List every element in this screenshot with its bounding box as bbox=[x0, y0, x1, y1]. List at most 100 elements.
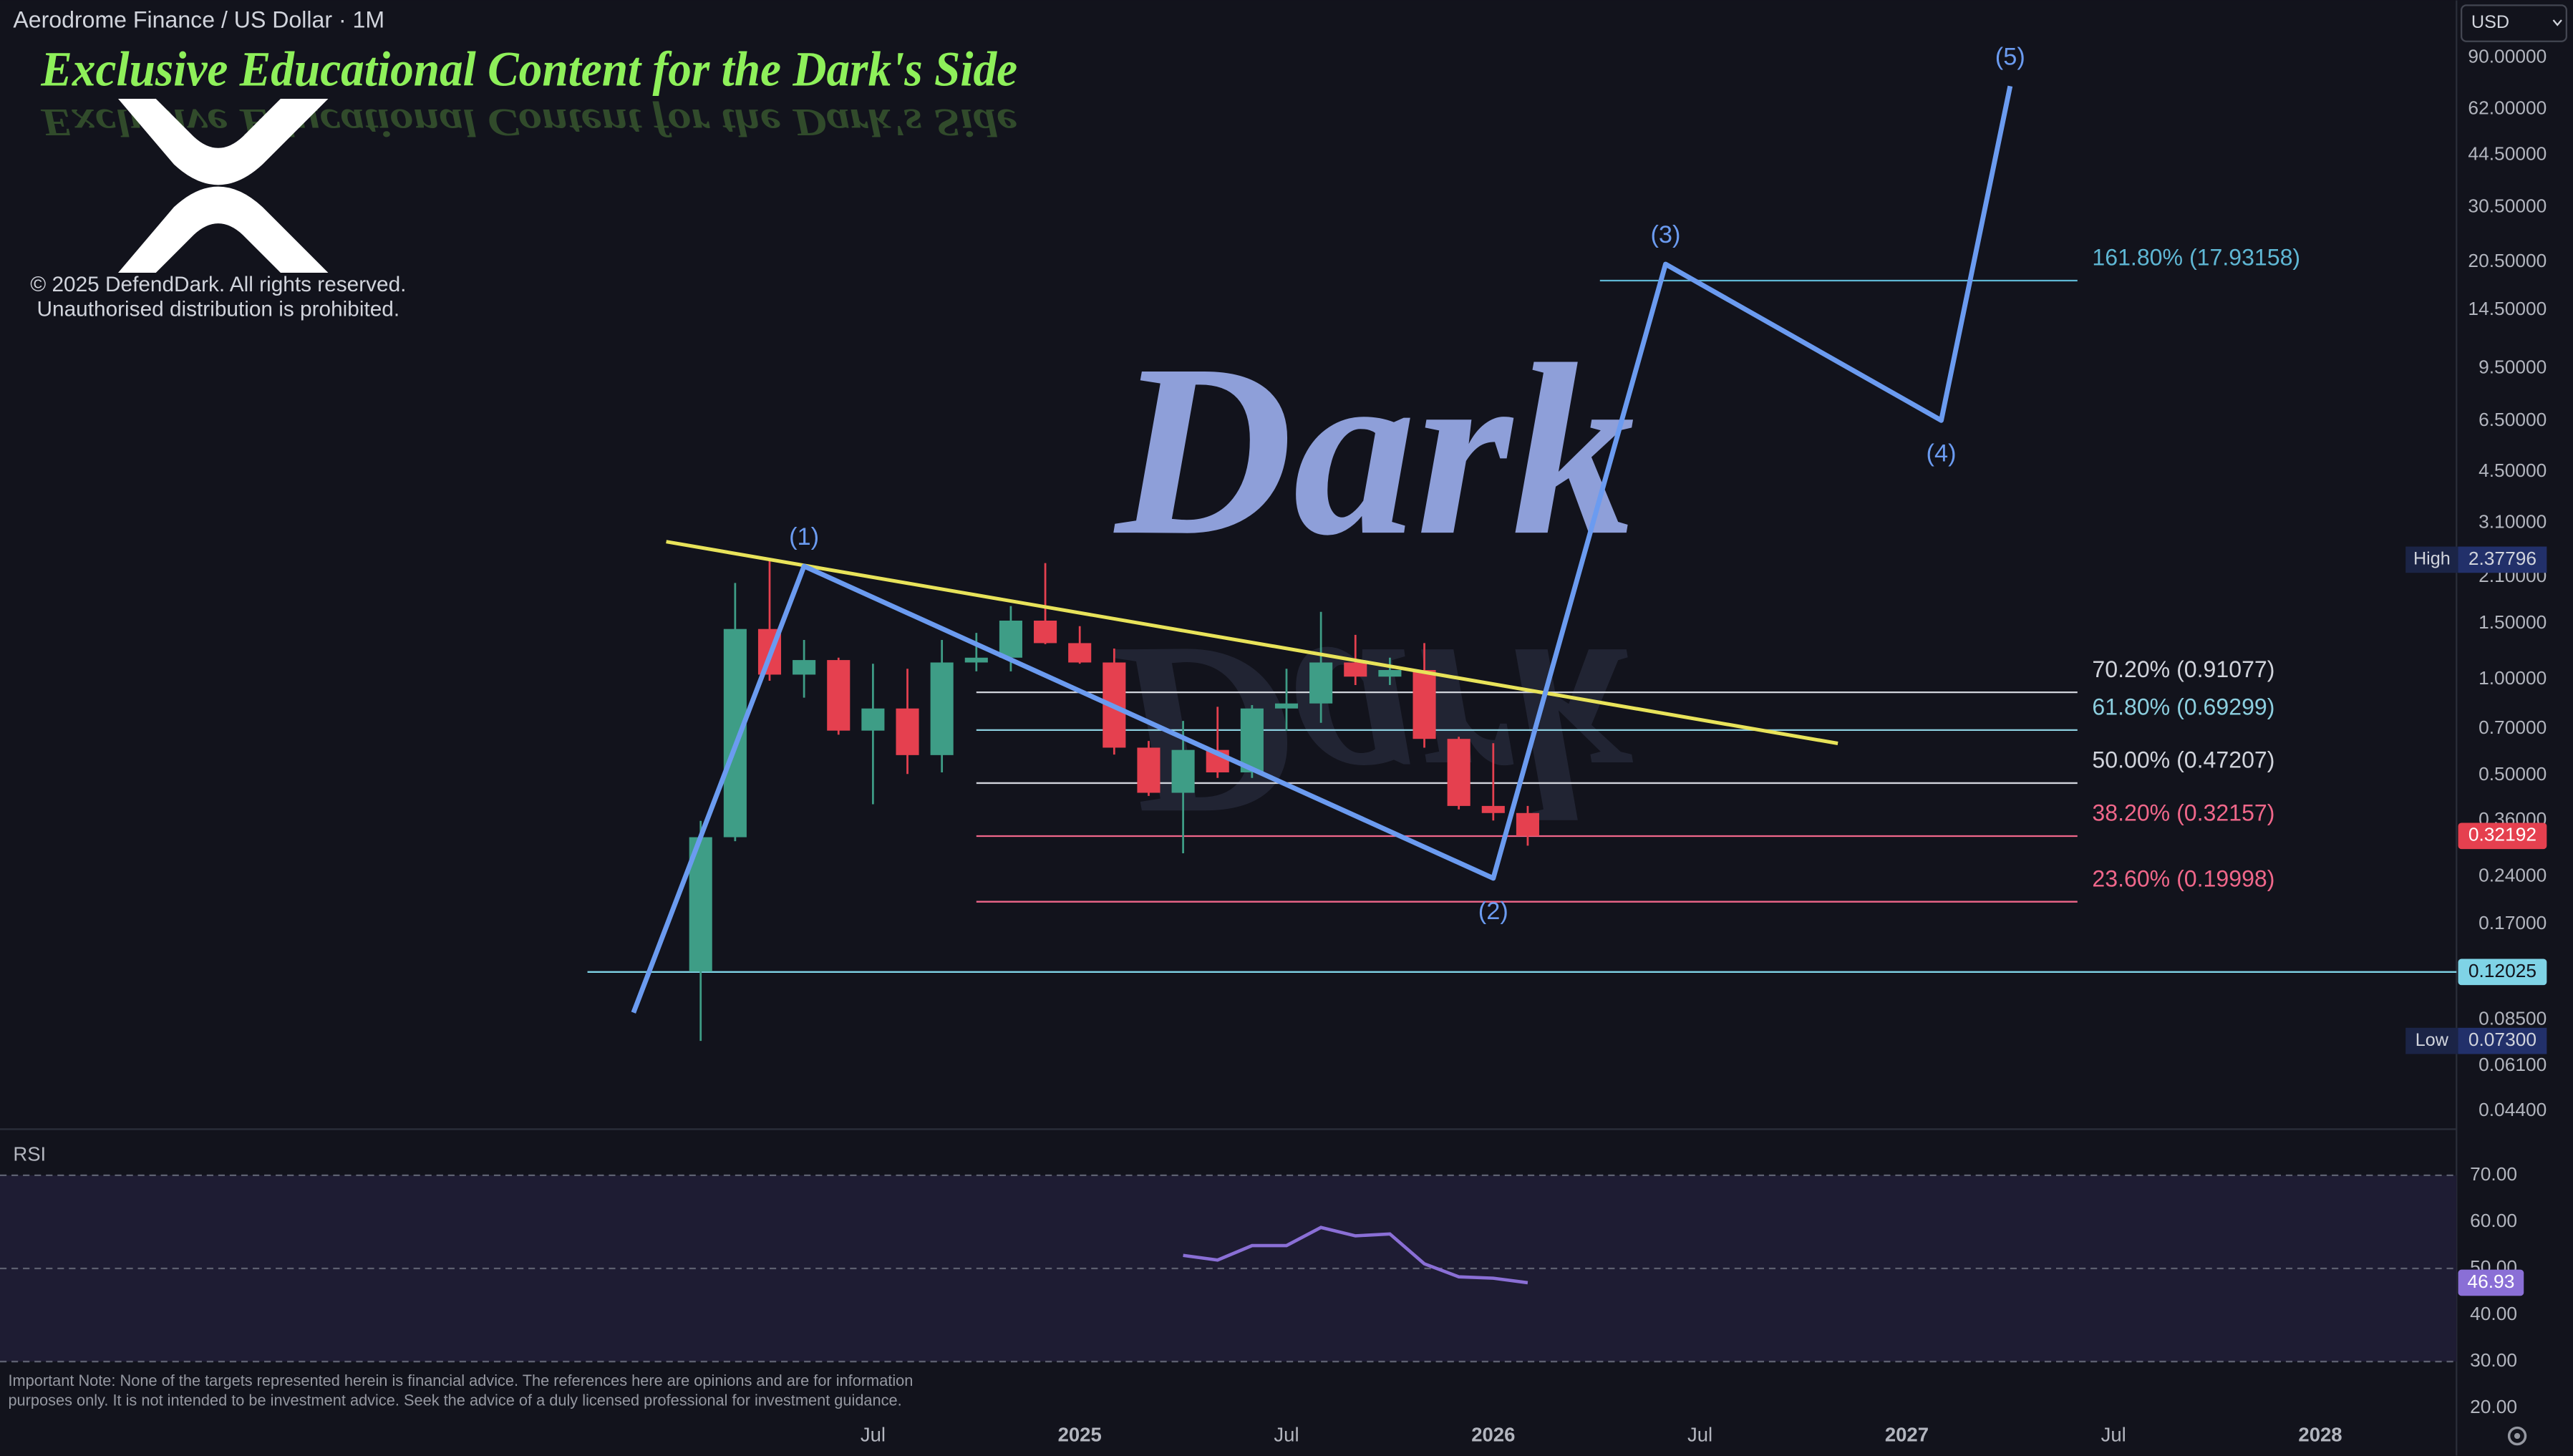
candle-body bbox=[1068, 643, 1092, 663]
y-tick-label: 3.10000 bbox=[2478, 511, 2547, 533]
currency-dropdown[interactable]: USD bbox=[2460, 4, 2567, 42]
candle-body bbox=[1240, 708, 1264, 773]
y-tick-label: 9.50000 bbox=[2478, 356, 2547, 378]
x-tick-label: 2028 bbox=[2298, 1423, 2342, 1445]
wave-label: (1) bbox=[789, 523, 819, 550]
y-tick-label: 0.08500 bbox=[2478, 1008, 2547, 1029]
candle-body bbox=[930, 662, 954, 755]
last-price-badge bbox=[2458, 822, 2547, 850]
rsi-tick-label: 60.00 bbox=[2470, 1210, 2517, 1231]
wave-label: (4) bbox=[1927, 440, 1957, 467]
wave-label: (3) bbox=[1650, 221, 1680, 248]
candle-body bbox=[1137, 747, 1160, 793]
y-tick-label: 0.06100 bbox=[2478, 1054, 2547, 1075]
fib-label: 161.80% (17.93158) bbox=[2092, 245, 2300, 271]
y-tick-label: 62.00000 bbox=[2468, 97, 2547, 119]
candle-body bbox=[1344, 662, 1367, 677]
y-tick-label: 20.50000 bbox=[2468, 250, 2547, 271]
y-tick-label: 14.50000 bbox=[2468, 298, 2547, 319]
rsi-title: RSI bbox=[13, 1142, 46, 1165]
price-badge-label: 0.12025 bbox=[2468, 960, 2536, 981]
candle-body bbox=[1274, 703, 1299, 709]
fib-label: 50.00% (0.47207) bbox=[2092, 747, 2274, 773]
x-tick-label: Jul bbox=[2101, 1423, 2126, 1445]
disclaimer: Important Note: None of the targets repr… bbox=[8, 1372, 913, 1389]
elliott-wave bbox=[631, 85, 2013, 1014]
disclaimer: purposes only. It is not intended to be … bbox=[8, 1392, 901, 1409]
y-tick-label: 0.24000 bbox=[2478, 864, 2547, 885]
y-tick-label: 44.50000 bbox=[2468, 143, 2547, 165]
candle-body bbox=[793, 660, 816, 675]
dropdown-label[interactable]: USD bbox=[2471, 12, 2509, 32]
candle-body bbox=[999, 620, 1022, 658]
dropdown-box[interactable] bbox=[2460, 4, 2567, 42]
x-tick-label: 2026 bbox=[1471, 1423, 1515, 1445]
rsi-tick-label: 40.00 bbox=[2470, 1303, 2517, 1324]
y-tick-label: 1.50000 bbox=[2478, 611, 2547, 633]
marker-value-box bbox=[2458, 546, 2547, 573]
candle-body bbox=[1413, 670, 1436, 739]
logo bbox=[118, 98, 329, 273]
trendline bbox=[666, 540, 1838, 746]
marker-name: High bbox=[2413, 549, 2451, 569]
rsi-tick-label: 30.00 bbox=[2470, 1349, 2517, 1371]
banner: Exclusive Educational Content for the Da… bbox=[40, 42, 1017, 96]
candle-body bbox=[1171, 749, 1195, 793]
candle-body bbox=[1481, 805, 1505, 813]
y-tick-label: 6.50000 bbox=[2478, 409, 2547, 430]
x-tick-label: Jul bbox=[1274, 1423, 1299, 1445]
y-tick-label: 1.00000 bbox=[2478, 667, 2547, 689]
candle-body bbox=[1378, 670, 1402, 677]
wave-label: (2) bbox=[1478, 898, 1508, 925]
marker-value-box bbox=[2458, 1027, 2547, 1054]
x-tick-label: Jul bbox=[861, 1423, 886, 1445]
candle-body bbox=[964, 657, 988, 663]
candle-body bbox=[1309, 662, 1333, 704]
watermark: Dark bbox=[1111, 314, 1634, 586]
fib-label: 23.60% (0.19998) bbox=[2092, 865, 2274, 891]
copyright: © 2025 DefendDark. All rights reserved. bbox=[30, 273, 406, 296]
candle-body bbox=[861, 708, 885, 731]
candle-body bbox=[1516, 812, 1539, 836]
watermark-reflection: Dark bbox=[1111, 596, 1634, 868]
y-tick-label: 0.70000 bbox=[2478, 717, 2547, 738]
rsi-badge bbox=[2458, 1269, 2524, 1296]
candle-body bbox=[1034, 620, 1057, 644]
marker-name-box bbox=[2405, 1027, 2458, 1054]
y-tick-label: 4.50000 bbox=[2478, 460, 2547, 481]
rsi-tick-label: 70.00 bbox=[2470, 1163, 2517, 1185]
candle-body bbox=[723, 628, 747, 838]
y-tick-label: 0.04400 bbox=[2478, 1099, 2547, 1120]
wave-label: (5) bbox=[1995, 43, 2025, 70]
y-tick-label: 90.00000 bbox=[2468, 46, 2547, 67]
y-tick-label: 0.17000 bbox=[2478, 912, 2547, 933]
fib-label: 38.20% (0.32157) bbox=[2092, 800, 2274, 826]
gear-center[interactable] bbox=[2514, 1432, 2521, 1440]
gear[interactable] bbox=[2507, 1426, 2527, 1446]
candle-body bbox=[1447, 739, 1470, 806]
symbol-title: Aerodrome Finance / US Dollar · 1M bbox=[13, 7, 384, 33]
x-tick-label: 2025 bbox=[1058, 1423, 1102, 1445]
y-tick-label: 0.50000 bbox=[2478, 763, 2547, 785]
last-price-label: 0.32192 bbox=[2468, 824, 2536, 845]
fib-label: 61.80% (0.69299) bbox=[2092, 694, 2274, 720]
marker-name-box bbox=[2405, 546, 2458, 573]
price-badge bbox=[2458, 958, 2547, 986]
candle-body bbox=[896, 708, 919, 755]
copyright: Unauthorised distribution is prohibited. bbox=[37, 298, 400, 321]
marker-value: 2.37796 bbox=[2468, 548, 2536, 569]
marker-value: 0.07300 bbox=[2468, 1029, 2536, 1050]
y-tick-label: 30.50000 bbox=[2468, 195, 2547, 216]
banner-reflection: Exclusive Educational Content for the Da… bbox=[40, 101, 1017, 145]
rsi-line bbox=[1183, 1226, 1528, 1285]
marker-name: Low bbox=[2415, 1030, 2449, 1050]
fib-label: 70.20% (0.91077) bbox=[2092, 656, 2274, 682]
chevron[interactable] bbox=[2552, 19, 2562, 26]
candle-body bbox=[827, 660, 851, 731]
settings-button[interactable] bbox=[2507, 1426, 2527, 1446]
x-tick-label: Jul bbox=[1687, 1423, 1712, 1445]
decor: Dark Dark bbox=[1111, 314, 1634, 868]
rsi-tick-label: 20.00 bbox=[2470, 1396, 2517, 1417]
